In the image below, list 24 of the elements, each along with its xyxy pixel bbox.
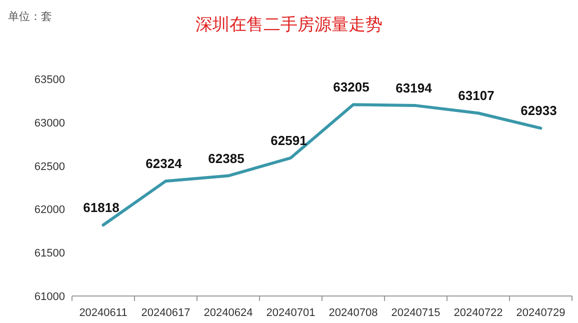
data-label: 61818 (83, 200, 120, 215)
x-tick-label: 20240729 (516, 307, 566, 319)
x-tick-label: 20240722 (454, 307, 503, 319)
x-tick-label: 20240715 (391, 307, 440, 319)
x-tick-label: 20240617 (141, 307, 190, 319)
y-axis-title: 单位：套 (8, 10, 52, 23)
data-label: 62324 (146, 156, 183, 172)
x-tick-label: 20240708 (328, 307, 378, 319)
y-tick-label: 63000 (34, 117, 65, 130)
data-label: 63107 (458, 88, 494, 104)
data-label: 63194 (396, 80, 433, 96)
y-tick-label: 62500 (34, 160, 65, 173)
data-label: 63205 (333, 80, 370, 95)
data-label: 62591 (270, 132, 307, 148)
y-tick-label: 61500 (34, 248, 65, 260)
data-label: 62933 (520, 103, 557, 118)
y-tick-label: 61000 (34, 291, 65, 303)
y-tick-label: 62000 (34, 204, 65, 216)
x-tick-label: 20240624 (204, 307, 253, 319)
x-tick-label: 20240701 (266, 307, 316, 319)
x-tick-label: 20240611 (79, 307, 128, 319)
y-tick-label: 63500 (34, 74, 65, 86)
data-label: 62385 (208, 150, 244, 166)
chart-title: 深圳在售二手房源量走势 (196, 15, 382, 34)
